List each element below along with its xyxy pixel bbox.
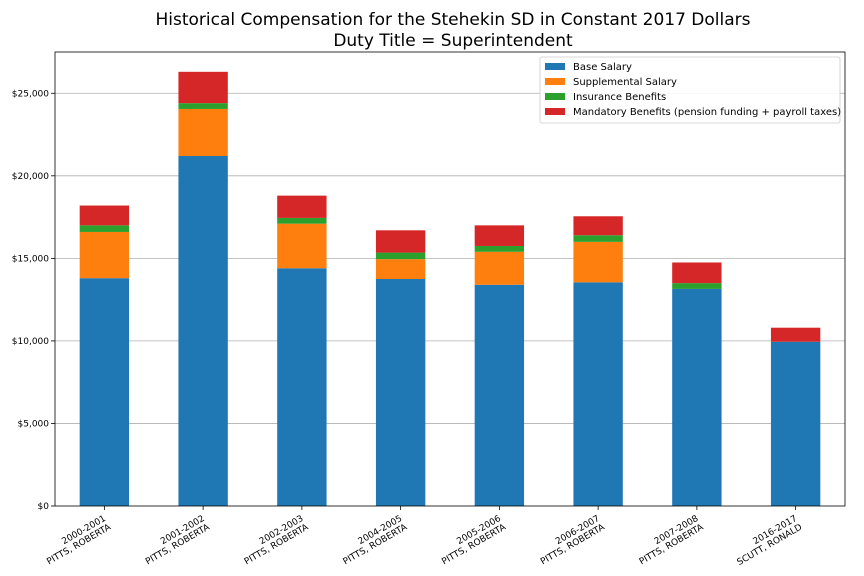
- bar-segment: [474, 251, 525, 285]
- x-tick-label: 2016-2017SCUTT, RONALD: [731, 514, 805, 568]
- bar-segment: [375, 230, 426, 253]
- bar-segment: [573, 282, 623, 506]
- legend-swatch: [545, 93, 565, 100]
- bar-segment: [474, 245, 525, 252]
- legend-label: Mandatory Benefits (pension funding + pa…: [573, 107, 841, 118]
- legend-swatch: [545, 78, 565, 85]
- x-tick-label: 2005-2006PITTS, ROBERTA: [435, 514, 508, 568]
- bar-segment: [79, 278, 130, 506]
- legend-label: Base Salary: [573, 62, 632, 73]
- bar-segment: [474, 225, 525, 246]
- legend-label: Insurance Benefits: [573, 92, 666, 103]
- bar-segment: [178, 108, 228, 157]
- y-tick-label: $25,000: [12, 89, 49, 99]
- bars: [79, 71, 821, 507]
- x-tick-label: 2007-2008PITTS, ROBERTA: [633, 514, 706, 568]
- bar-segment: [79, 205, 130, 226]
- bar-segment: [474, 284, 525, 506]
- y-tick-label: $10,000: [12, 337, 49, 347]
- x-tick-label: 2006-2007PITTS, ROBERTA: [534, 514, 607, 568]
- legend-swatch: [545, 108, 565, 115]
- legend-label: Supplemental Salary: [573, 77, 677, 88]
- bar-segment: [672, 283, 722, 289]
- chart-subtitle: Duty Title = Superintendent: [333, 31, 573, 51]
- x-tick-label: 2000-2001PITTS, ROBERTA: [40, 514, 113, 568]
- chart-title: Historical Compensation for the Stehekin…: [156, 10, 751, 30]
- bar-segment: [770, 341, 821, 506]
- bar-segment: [573, 235, 623, 242]
- y-tick-label: $5,000: [18, 419, 50, 429]
- y-tick-label: $20,000: [12, 172, 49, 182]
- bar-segment: [277, 217, 327, 224]
- y-tick-label: $15,000: [12, 254, 49, 264]
- bar-segment: [277, 268, 327, 506]
- legend-box: [539, 56, 841, 124]
- bar-segment: [375, 259, 426, 279]
- bar-segment: [178, 103, 228, 109]
- bar-segment: [573, 216, 623, 236]
- y-tick-label: $0: [38, 502, 50, 512]
- bar-segment: [672, 288, 722, 506]
- gridlines: [55, 92, 845, 424]
- bar-segment: [375, 252, 426, 260]
- bar-segment: [178, 156, 228, 507]
- bar-segment: [573, 241, 623, 283]
- bar-segment: [178, 71, 228, 104]
- bar-segment: [770, 327, 821, 342]
- bar-segment: [79, 225, 130, 232]
- plot-frame: [54, 51, 846, 507]
- legend: Base Salary Supplemental Salary Insurance …: [539, 56, 841, 124]
- x-tick-label: 2002-2003PITTS, ROBERTA: [238, 514, 311, 568]
- bar-segment: [277, 195, 327, 218]
- x-tick-label: 2001-2002PITTS, ROBERTA: [139, 514, 212, 568]
- legend-swatch: [545, 63, 565, 70]
- bar-segment: [672, 262, 722, 284]
- x-tick-label: 2004-2005PITTS, ROBERTA: [337, 514, 410, 568]
- bar-segment: [375, 279, 426, 506]
- bar-segment: [79, 231, 130, 279]
- bar-segment: [277, 223, 327, 269]
